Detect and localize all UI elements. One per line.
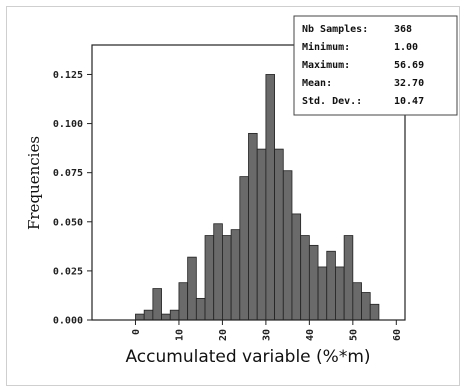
histogram-bar: [326, 250, 336, 321]
histogram-bar: [369, 303, 380, 321]
stat-label: Mean:: [302, 78, 332, 89]
histogram-bar: [239, 176, 249, 321]
histogram-bar: [352, 282, 362, 321]
histogram-bar: [282, 170, 293, 321]
histogram-bar: [343, 235, 354, 321]
statistics-box-border: [293, 15, 458, 116]
stat-label: Std. Dev.:: [302, 96, 362, 107]
y-tick-label: 0.075: [53, 168, 83, 179]
histogram-bar: [152, 288, 162, 321]
y-axis-ticks: 0.000 0.025 0.050 0.075 0.100 0.125: [53, 70, 92, 327]
histogram-bar: [361, 292, 371, 321]
histogram-bar: [256, 148, 267, 321]
histogram-bar: [335, 266, 345, 321]
x-tick-label: 20: [218, 329, 229, 341]
histogram-bar: [169, 309, 180, 321]
histogram-bar: [213, 223, 223, 321]
stat-label: Maximum:: [302, 59, 350, 71]
histogram-bar: [135, 313, 145, 321]
y-tick-label: 0.050: [53, 217, 83, 228]
stat-value: 32.70: [394, 78, 424, 89]
histogram-bar: [187, 256, 197, 321]
histogram-bar: [230, 229, 241, 321]
stat-label: Nb Samples:: [302, 24, 368, 35]
x-tick-label: 30: [261, 329, 272, 341]
histogram-bar: [161, 313, 171, 321]
histogram-bar: [178, 282, 189, 321]
histogram-bar: [300, 235, 310, 321]
histogram-bar: [143, 309, 154, 321]
plot-area-frame: [91, 44, 406, 321]
histogram-bar: [204, 235, 215, 321]
x-axis-ticks: 0 10 20 30 40 50 60: [131, 320, 403, 341]
histogram-bar: [248, 132, 258, 321]
x-axis-label: Accumulated variable (%*m): [125, 347, 370, 367]
statistics-box: Nb Samples: 368 Minimum: 1.00 Maximum: 56.69 M…: [293, 15, 458, 116]
stat-label: Minimum:: [302, 41, 350, 53]
y-tick-label: 0.100: [53, 119, 83, 130]
histogram-bar: [291, 213, 302, 321]
histogram-bar: [274, 148, 284, 321]
y-axis-label: Frequencies: [25, 136, 43, 230]
x-tick-label: 0: [131, 329, 142, 335]
stat-value: 1.00: [394, 42, 418, 53]
histogram-bar: [265, 74, 275, 321]
y-tick-label: 0.025: [53, 266, 83, 277]
x-tick-label: 10: [174, 329, 185, 341]
x-tick-label: 60: [392, 329, 403, 341]
histogram-bar: [317, 266, 328, 321]
histogram-bar: [195, 297, 206, 321]
stat-value: 56.69: [394, 60, 424, 71]
x-tick-label: 50: [348, 329, 359, 341]
bars-group: [135, 74, 380, 321]
x-tick-label: 40: [305, 329, 316, 341]
stat-value: 10.47: [394, 96, 424, 107]
y-tick-label: 0.000: [53, 316, 83, 327]
histogram-bar: [308, 244, 319, 321]
stat-value: 368: [394, 24, 412, 35]
y-tick-label: 0.125: [53, 70, 83, 81]
histogram-bar: [222, 235, 232, 321]
